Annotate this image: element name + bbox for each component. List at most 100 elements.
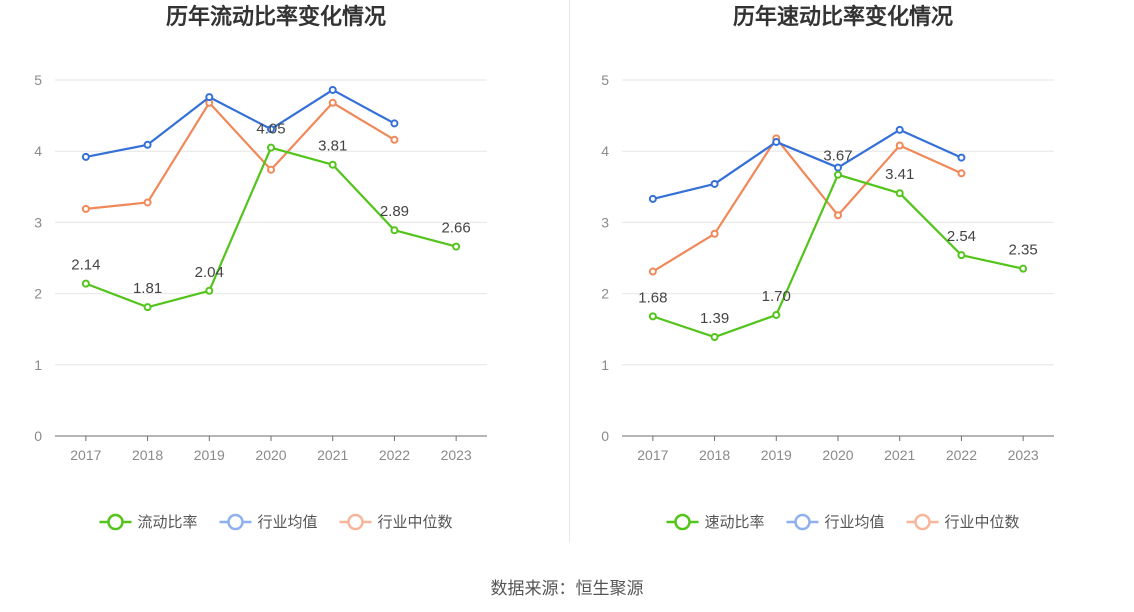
chart-1-data-label: 1.70: [762, 288, 791, 305]
chart-0-data-label: 2.04: [195, 264, 224, 281]
chart-0-point-industry_avg[interactable]: [81, 152, 90, 161]
chart-1-data-label: 1.68: [638, 289, 667, 306]
chart-0-title: 历年流动比率变化情况: [166, 4, 386, 29]
chart-1-y-tick-label: 2: [601, 286, 609, 302]
chart-1-y-tick-label: 1: [601, 357, 609, 373]
chart-1-point-company[interactable]: [1019, 264, 1028, 273]
chart-0-legend-item-company[interactable]: 流动比率: [99, 513, 198, 531]
chart-0-data-label: 4.05: [256, 121, 285, 138]
chart-0-point-company[interactable]: [452, 242, 461, 251]
chart-1-point-industry_median[interactable]: [957, 169, 966, 178]
chart-0-point-industry_median[interactable]: [143, 198, 152, 207]
chart-1-point-industry_median[interactable]: [648, 267, 657, 276]
chart-0-y-tick-label: 0: [34, 428, 42, 444]
chart-1-point-industry_avg[interactable]: [710, 179, 719, 188]
chart-0-point-industry_median[interactable]: [328, 98, 337, 107]
chart-0-point-company[interactable]: [205, 286, 214, 295]
legend-circle-icon: [674, 513, 691, 531]
chart-1-point-industry_avg[interactable]: [895, 125, 904, 134]
chart-0-point-company[interactable]: [390, 226, 399, 235]
chart-1-point-industry_avg[interactable]: [834, 163, 842, 172]
chart-0-point-industry_avg[interactable]: [328, 85, 337, 94]
chart-0-data-label: 1.81: [133, 280, 162, 297]
chart-0-point-industry_median[interactable]: [390, 135, 399, 144]
chart-0-y-tick-label: 3: [34, 214, 42, 230]
chart-0-series-line-industry_median: [85, 101, 395, 210]
quick-ratio-chart: 历年速动比率变化情况 0 1 2 3 4 5 2017 2018 2019 2020 2021 2022…: [567, 0, 1134, 560]
chart-1-x-tick-label: 2019: [761, 447, 792, 463]
legend-circle-icon: [107, 513, 124, 531]
chart-0-point-company[interactable]: [267, 143, 275, 152]
chart-0-point-industry_median[interactable]: [267, 165, 275, 174]
chart-0-point-company[interactable]: [143, 303, 152, 312]
chart-1-data-label: 3.67: [823, 148, 852, 165]
chart-1-x-tick-label: 2017: [637, 447, 668, 463]
chart-1-point-industry_median[interactable]: [895, 141, 904, 150]
legend-circle-icon: [347, 513, 364, 531]
chart-0-y-tick-label: 4: [34, 143, 42, 159]
chart-1-data-label: 3.41: [885, 166, 914, 183]
chart-0-data-label: 3.81: [318, 138, 347, 155]
chart-0-y-tick-label: 5: [34, 72, 42, 88]
chart-1-point-company[interactable]: [957, 251, 966, 260]
chart-0-legend-item-industry_avg[interactable]: 行业均值: [219, 513, 318, 531]
chart-1-legend-item-industry_median[interactable]: 行业中位数: [906, 513, 1020, 531]
chart-0-y-tick-label: 1: [34, 357, 42, 373]
chart-1-point-company[interactable]: [648, 312, 657, 321]
chart-1-data-label: 2.35: [1009, 242, 1038, 259]
legend-circle-icon: [227, 513, 244, 531]
chart-0-point-industry_median[interactable]: [81, 204, 90, 213]
chart-1-x-tick-label: 2018: [699, 447, 730, 463]
chart-0-x-tick-label: 2022: [379, 447, 410, 463]
chart-0-data-label: 2.89: [380, 203, 409, 220]
chart-1-legend-item-company[interactable]: 速动比率: [666, 513, 765, 531]
chart-0-x-tick-label: 2018: [132, 447, 163, 463]
chart-0-x-tick-label: 2017: [70, 447, 101, 463]
current-ratio-chart: 历年流动比率变化情况 0 1 2 3 4 5 2017 2018 2019 2020 2021 2022…: [0, 0, 567, 560]
chart-1-legend-label: 速动比率: [705, 514, 765, 531]
chart-1-x-tick-label: 2023: [1008, 447, 1039, 463]
chart-1-title: 历年速动比率变化情况: [733, 4, 953, 29]
quick-ratio-svg: 历年速动比率变化情况 0 1 2 3 4 5 2017 2018 2019 2020 2021 2022…: [601, 4, 1054, 531]
chart-1-x-tick-label: 2022: [946, 447, 977, 463]
chart-1-point-company[interactable]: [834, 170, 842, 179]
chart-1-y-tick-label: 4: [601, 143, 609, 159]
chart-1-point-company[interactable]: [772, 310, 781, 319]
chart-0-y-tick-label: 2: [34, 286, 42, 302]
chart-1-series-line-industry_avg: [652, 128, 962, 200]
chart-1-point-industry_avg[interactable]: [648, 194, 657, 203]
legend-circle-icon: [794, 513, 811, 531]
chart-0-series-line-industry_avg: [85, 88, 395, 158]
chart-divider: [569, 0, 570, 542]
chart-1-point-industry_median[interactable]: [834, 211, 842, 220]
chart-0-data-label: 2.14: [71, 257, 100, 274]
chart-0-data-label: 2.66: [442, 220, 471, 237]
chart-1-point-industry_avg[interactable]: [957, 153, 966, 162]
chart-0-point-company[interactable]: [81, 279, 90, 288]
chart-0-point-industry_avg[interactable]: [267, 125, 275, 134]
chart-0-legend-label: 流动比率: [138, 514, 198, 531]
current-ratio-svg: 历年流动比率变化情况 0 1 2 3 4 5 2017 2018 2019 2020 2021 2022…: [34, 4, 487, 531]
chart-1-point-company[interactable]: [895, 189, 904, 198]
chart-1-y-tick-label: 5: [601, 72, 609, 88]
chart-0-x-tick-label: 2021: [317, 447, 348, 463]
chart-0-x-tick-label: 2019: [194, 447, 225, 463]
chart-1-legend-label: 行业中位数: [945, 514, 1020, 531]
chart-0-x-tick-label: 2020: [255, 447, 286, 463]
chart-0-legend-label: 行业均值: [258, 514, 318, 531]
chart-0-point-industry_avg[interactable]: [390, 119, 399, 128]
chart-0-x-tick-label: 2023: [441, 447, 472, 463]
chart-1-point-industry_median[interactable]: [710, 229, 719, 238]
chart-0-point-industry_avg[interactable]: [205, 93, 214, 102]
chart-0-point-industry_avg[interactable]: [143, 140, 152, 149]
chart-0-legend-item-industry_median[interactable]: 行业中位数: [339, 513, 453, 531]
chart-0-point-company[interactable]: [328, 160, 337, 169]
chart-1-point-company[interactable]: [710, 333, 719, 342]
chart-1-data-label: 1.39: [700, 310, 729, 327]
chart-1-legend-item-industry_avg[interactable]: 行业均值: [786, 513, 885, 531]
chart-1-point-industry_avg[interactable]: [772, 137, 781, 146]
chart-1-y-tick-label: 0: [601, 428, 609, 444]
chart-1-y-tick-label: 3: [601, 214, 609, 230]
chart-1-x-tick-label: 2020: [822, 447, 853, 463]
legend-circle-icon: [914, 513, 931, 531]
